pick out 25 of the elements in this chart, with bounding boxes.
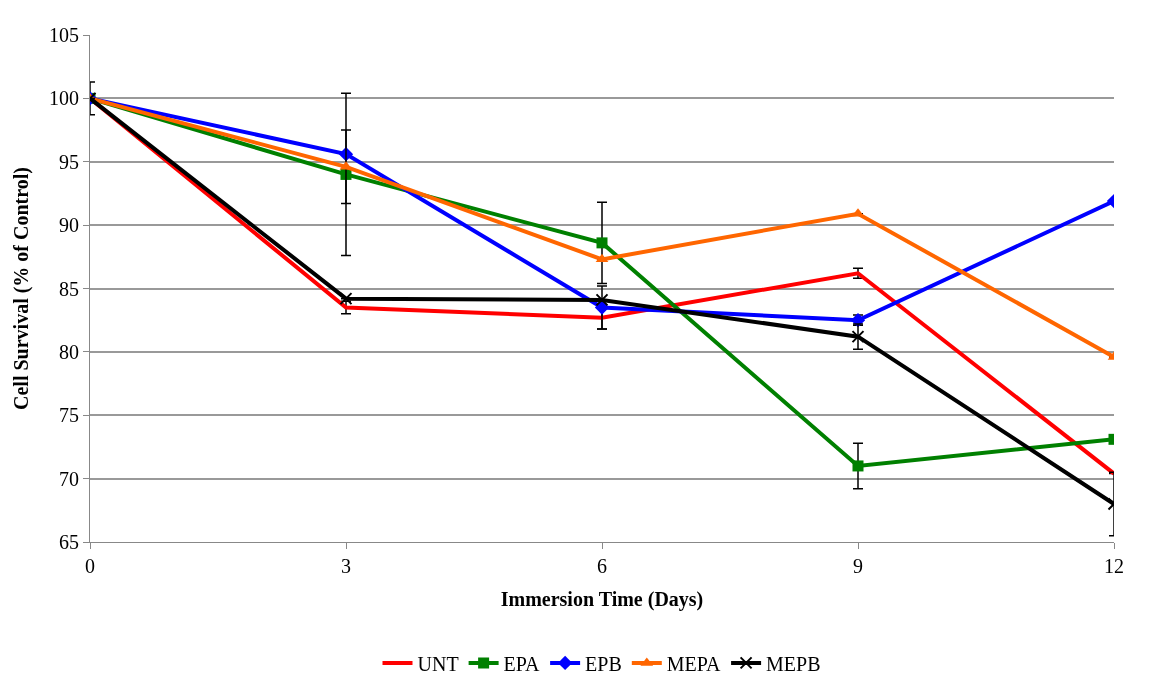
y-tick-label: 80 <box>59 340 79 363</box>
legend-label: EPA <box>503 652 541 675</box>
x-tick-label: 9 <box>853 555 863 577</box>
y-tick-label: 95 <box>59 150 79 173</box>
y-tick-label: 85 <box>59 277 79 300</box>
y-tick-label: 70 <box>59 467 79 490</box>
legend-label: UNT <box>417 652 459 675</box>
y-axis-title: Cell Survival (% of Control) <box>9 167 33 410</box>
point <box>852 460 864 472</box>
y-tick-label: 105 <box>49 24 79 46</box>
y-tick-label: 75 <box>59 404 79 427</box>
x-tick-label: 6 <box>597 555 607 577</box>
point <box>596 237 608 249</box>
point <box>851 330 865 344</box>
y-tick-label: 65 <box>59 531 79 553</box>
point <box>595 253 609 263</box>
legend-label: MEPB <box>766 652 821 675</box>
legend-label: EPB <box>585 652 622 675</box>
y-tick-label: 90 <box>59 214 79 237</box>
legend-label: MEPA <box>666 652 722 675</box>
x-tick-label: 12 <box>1104 555 1124 577</box>
x-tick-label: 3 <box>341 555 351 577</box>
y-tick-label: 100 <box>49 87 79 110</box>
x-tick-label: 0 <box>85 555 95 577</box>
x-axis-title: Immersion Time (Days) <box>500 587 704 611</box>
